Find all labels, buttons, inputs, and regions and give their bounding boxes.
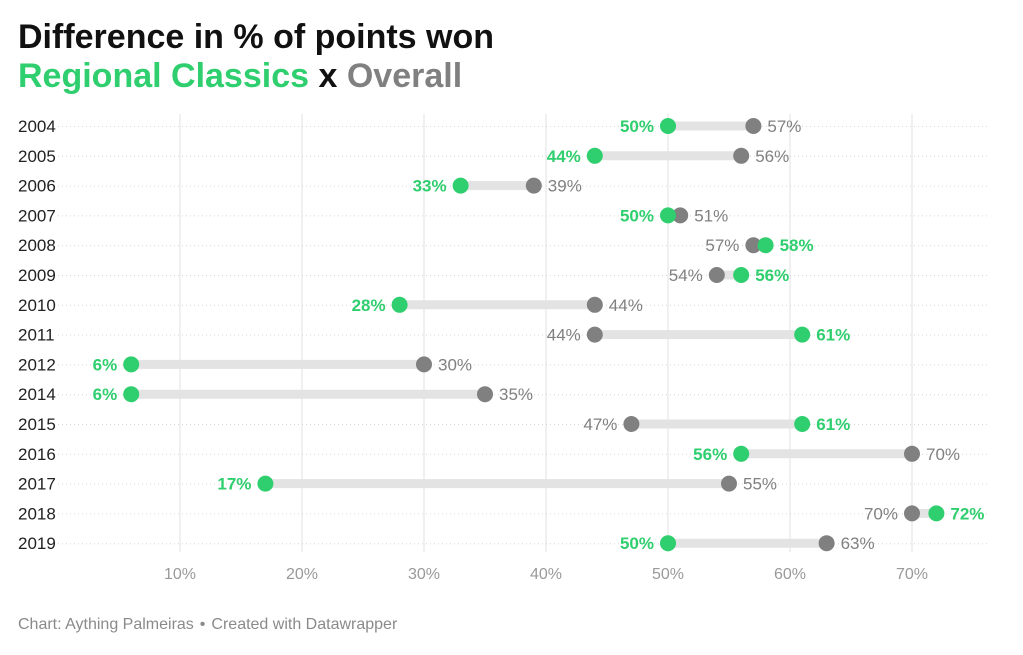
- regional-classics-point: [586, 147, 603, 164]
- regional-classics-value-label: 44%: [547, 147, 581, 166]
- x-tick-label: 50%: [652, 566, 684, 583]
- overall-point: [708, 267, 725, 283]
- regional-classics-point: [733, 445, 750, 462]
- overall-value-label: 57%: [705, 236, 739, 255]
- x-tick-label: 30%: [408, 566, 440, 583]
- regional-classics-value-label: 58%: [780, 236, 814, 255]
- overall-value-label: 63%: [841, 534, 875, 553]
- regional-classics-point: [794, 326, 811, 343]
- regional-classics-value-label: 50%: [620, 206, 654, 225]
- title-block: Difference in % of points won Regional C…: [18, 18, 494, 96]
- y-category-label: 2011: [18, 326, 55, 345]
- y-category-label: 2008: [18, 236, 56, 255]
- regional-classics-point: [660, 118, 676, 134]
- overall-value-label: 70%: [864, 504, 898, 523]
- regional-classics-value-label: 6%: [93, 355, 118, 374]
- chart-footer: Chart: Aything Palmeiras • Created with Da…: [18, 616, 397, 634]
- y-category-label: 2014: [18, 385, 56, 404]
- regional-classics-point: [391, 296, 408, 313]
- overall-value-label: 51%: [694, 206, 728, 225]
- y-category-label: 2012: [18, 355, 56, 374]
- overall-value-label: 55%: [743, 475, 777, 494]
- x-tick-label: 20%: [286, 566, 318, 583]
- overall-value-label: 39%: [548, 177, 582, 196]
- x-tick-label: 10%: [164, 566, 196, 583]
- regional-classics-point: [794, 416, 811, 432]
- regional-classics-point: [660, 535, 676, 552]
- overall-value-label: 44%: [609, 296, 643, 315]
- overall-value-label: 54%: [669, 266, 703, 285]
- overall-point: [904, 505, 920, 522]
- credit-note: Created with Datawrapper: [211, 616, 398, 633]
- overall-point: [745, 118, 762, 134]
- y-category-label: 2016: [18, 445, 56, 464]
- overall-point: [477, 386, 493, 403]
- y-category-label: 2017: [18, 475, 56, 494]
- regional-classics-value-label: 50%: [620, 117, 654, 136]
- y-category-label: 2010: [18, 296, 56, 315]
- regional-classics-point: [452, 177, 469, 194]
- regional-classics-value-label: 61%: [816, 415, 850, 434]
- y-category-label: 2019: [18, 534, 56, 553]
- legend-overall: Overall: [346, 57, 463, 95]
- overall-value-label: 44%: [547, 326, 581, 345]
- y-category-label: 2007: [18, 206, 56, 225]
- legend-separator: x: [318, 57, 338, 95]
- regional-classics-point: [660, 207, 676, 224]
- y-category-label: 2015: [18, 415, 56, 434]
- y-category-label: 2009: [18, 266, 56, 285]
- overall-point: [904, 445, 920, 462]
- legend-regional-classics: Regional Classics: [18, 57, 310, 95]
- regional-classics-point: [757, 237, 774, 254]
- regional-classics-point: [733, 267, 750, 283]
- overall-point: [818, 535, 835, 552]
- regional-classics-value-label: 17%: [217, 475, 251, 494]
- overall-point: [416, 356, 432, 373]
- source-note: Chart: Aything Palmeiras: [18, 616, 194, 633]
- overall-value-label: 30%: [438, 355, 472, 374]
- regional-classics-value-label: 6%: [93, 385, 118, 404]
- overall-point: [745, 237, 762, 254]
- y-category-label: 2005: [18, 147, 56, 166]
- x-tick-label: 70%: [896, 566, 928, 583]
- overall-value-label: 47%: [583, 415, 617, 434]
- chart-title: Difference in % of points won: [18, 18, 495, 56]
- regional-classics-value-label: 56%: [693, 445, 727, 464]
- y-category-label: 2018: [18, 504, 56, 523]
- regional-classics-value-label: 56%: [755, 266, 789, 285]
- y-category-label: 2006: [18, 177, 56, 196]
- overall-point: [525, 177, 542, 194]
- regional-classics-value-label: 28%: [352, 296, 386, 315]
- regional-classics-value-label: 72%: [950, 504, 984, 523]
- regional-classics-point: [123, 356, 140, 373]
- x-tick-label: 60%: [774, 566, 806, 583]
- overall-value-label: 35%: [499, 385, 533, 404]
- overall-point: [672, 207, 689, 224]
- y-category-label: 2004: [18, 117, 56, 136]
- overall-value-label: 70%: [926, 445, 960, 464]
- overall-point: [733, 147, 750, 164]
- overall-point: [586, 296, 603, 313]
- overall-point: [586, 326, 603, 343]
- regional-classics-point: [123, 386, 140, 403]
- regional-classics-point: [928, 505, 945, 522]
- chart-subtitle: Regional Classics x Overall: [18, 56, 494, 96]
- x-tick-label: 40%: [530, 566, 562, 583]
- overall-value-label: 56%: [755, 147, 789, 166]
- overall-point: [721, 475, 737, 492]
- overall-point: [623, 416, 640, 432]
- footer-separator: •: [199, 616, 206, 633]
- regional-classics-value-label: 61%: [816, 326, 850, 345]
- overall-value-label: 57%: [767, 117, 801, 136]
- regional-classics-value-label: 33%: [413, 177, 447, 196]
- regional-classics-value-label: 50%: [620, 534, 654, 553]
- regional-classics-point: [257, 475, 274, 492]
